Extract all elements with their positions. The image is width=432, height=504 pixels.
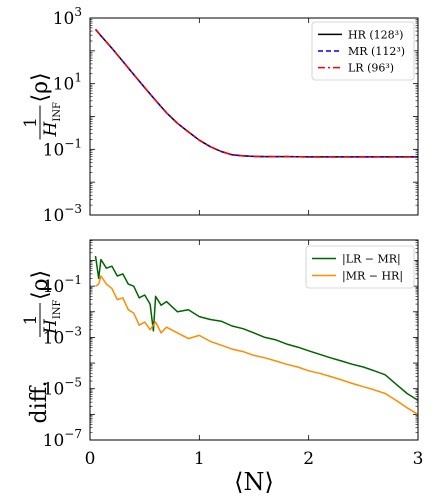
legend-label: MR (112³) — [348, 45, 405, 58]
top-panel: 10−3 10−1 101 103 HR (128³) MR (112³) LR (96³)… — [21, 5, 419, 226]
y-tick-label: 10−1 — [43, 136, 82, 160]
series-line — [95, 275, 418, 416]
legend-label: LR (96³) — [348, 62, 394, 75]
y-tick-label: 10−1 — [43, 273, 82, 297]
axes-frame — [89, 239, 419, 441]
legend: HR (128³) MR (112³) LR (96³) — [311, 21, 415, 81]
x-tick-label: 3 — [413, 449, 424, 469]
x-tick-label: 0 — [85, 449, 96, 469]
series-line — [94, 255, 418, 402]
svg-text:HINF: HINF — [41, 299, 63, 335]
x-tick-label: 2 — [303, 449, 314, 469]
legend-label: HR (128³) — [348, 28, 403, 41]
svg-text:1: 1 — [21, 315, 41, 326]
svg-text:⟨ρ⟩: ⟨ρ⟩ — [28, 270, 53, 300]
svg-text:diff.: diff. — [27, 381, 52, 424]
legend: |LR − MR| |MR − HR| — [305, 245, 415, 289]
y-tick-label: 10−3 — [43, 202, 82, 226]
svg-text:1: 1 — [21, 117, 41, 128]
y-tick-label: 10−3 — [43, 324, 82, 348]
y-axis-label: 1 HINF⟨ρ⟩ — [21, 72, 63, 140]
x-tick-label: 1 — [194, 449, 205, 469]
y-tick-label: 10−7 — [43, 427, 82, 451]
legend-label: |LR − MR| — [342, 253, 401, 267]
svg-text:HINF: HINF — [41, 102, 63, 138]
bottom-panel: 10−7 10−5 10−3 10−1 0 1 2 3 |LR − MR| |MR − HR| di… — [21, 239, 424, 496]
axes-frame — [89, 17, 419, 216]
series-line — [94, 28, 418, 158]
legend-box — [311, 21, 415, 81]
y-tick-label: 101 — [53, 71, 82, 95]
y-tick-label: 103 — [53, 5, 82, 29]
y-tick-label: 10−5 — [43, 376, 82, 400]
legend-box — [305, 245, 415, 289]
y-axis-label: diff. 1 HINF⟨ρ⟩ — [21, 270, 63, 424]
x-axis-label: ⟨N⟩ — [234, 468, 274, 496]
legend-label: |MR − HR| — [342, 270, 403, 284]
svg-text:⟨ρ⟩: ⟨ρ⟩ — [28, 72, 53, 102]
